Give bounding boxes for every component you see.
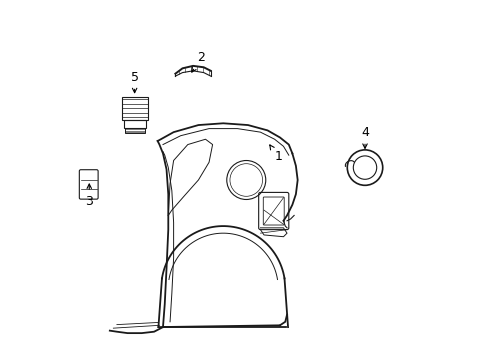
Text: 4: 4 [360, 126, 368, 148]
Text: 1: 1 [269, 145, 282, 163]
Text: 3: 3 [85, 184, 93, 208]
Text: 2: 2 [191, 51, 205, 72]
Text: 5: 5 [130, 71, 138, 93]
Bar [124, 120, 146, 127]
Bar [125, 128, 145, 133]
Bar [122, 97, 147, 120]
